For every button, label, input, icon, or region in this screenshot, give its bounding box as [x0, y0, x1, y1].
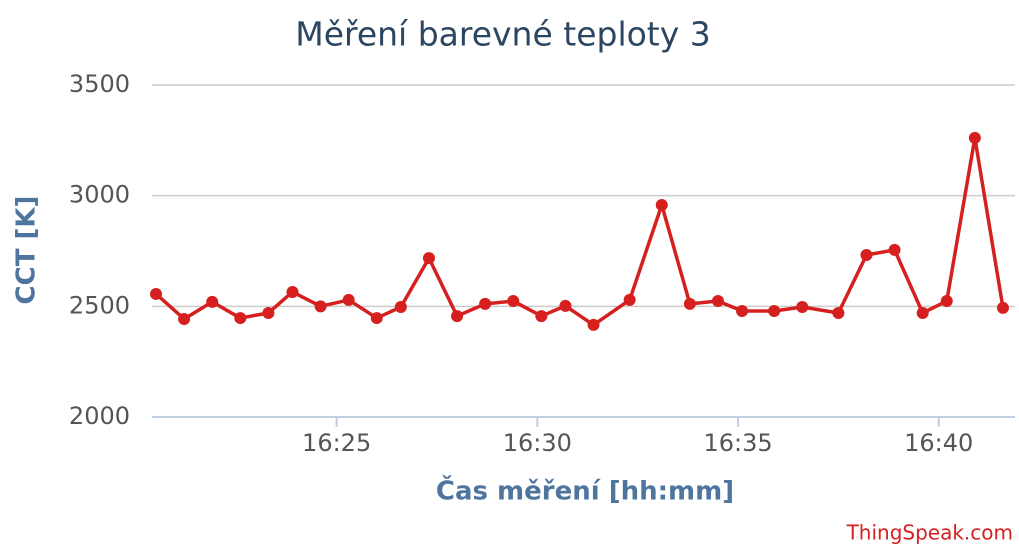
point: [394, 300, 407, 313]
point: [736, 304, 749, 317]
point: [968, 131, 981, 144]
point: [178, 312, 191, 325]
point: [507, 295, 520, 308]
point: [234, 312, 247, 325]
point: [422, 252, 435, 265]
point: [262, 306, 275, 319]
point: [683, 297, 696, 310]
x-tick-label: 16:40: [904, 429, 973, 457]
x-axis-title: Čas měření [hh:mm]: [436, 475, 734, 507]
y-tick-label: 3000: [69, 181, 130, 209]
y-tick-label: 2000: [69, 402, 130, 430]
point: [623, 293, 636, 306]
x-tick-label: 16:30: [503, 429, 572, 457]
point: [314, 300, 327, 313]
point: [832, 306, 845, 319]
point: [587, 318, 600, 331]
y-axis-title: CCT [K]: [12, 196, 42, 305]
point: [535, 310, 548, 323]
point: [996, 301, 1009, 314]
point: [768, 304, 781, 317]
y-tick-label: 2500: [69, 291, 130, 319]
point: [860, 248, 873, 261]
point: [940, 295, 953, 308]
y-tick-label: 3500: [69, 70, 130, 98]
point: [888, 243, 901, 256]
x-tick-label: 16:35: [703, 429, 772, 457]
point: [342, 293, 355, 306]
point: [370, 312, 383, 325]
point: [655, 198, 668, 211]
chart-title: Měření barevné teploty 3: [295, 15, 711, 54]
x-tick-label: 16:25: [302, 429, 371, 457]
point: [451, 310, 464, 323]
line: [154, 136, 1005, 327]
point: [150, 287, 163, 300]
point: [559, 299, 572, 312]
point: [711, 295, 724, 308]
point: [916, 306, 929, 319]
point: [206, 295, 219, 308]
point: [796, 300, 809, 313]
credit: ThingSpeak.com: [846, 521, 1013, 545]
point: [286, 285, 299, 298]
point: [479, 297, 492, 310]
